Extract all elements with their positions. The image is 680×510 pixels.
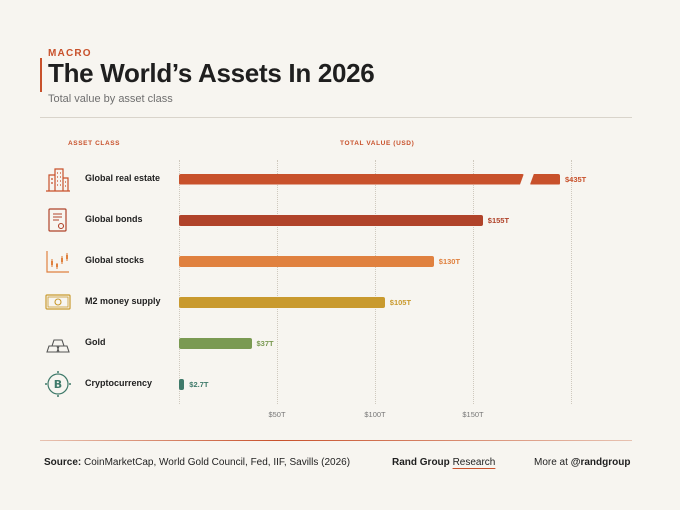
- category-label: Global stocks: [85, 255, 145, 265]
- category-label: Cryptocurrency: [85, 378, 153, 388]
- source-text: CoinMarketCap, World Gold Council, Fed, …: [84, 457, 351, 468]
- bar: [179, 296, 385, 308]
- gridline: [179, 160, 180, 404]
- category-label: Global real estate: [85, 173, 161, 183]
- asset-class-header: ASSET CLASS: [68, 140, 121, 147]
- gridline: [277, 160, 278, 404]
- stock-chart-icon: [44, 247, 72, 275]
- title-accent-bar: [40, 58, 42, 92]
- bar-value-label: $37T: [256, 338, 274, 348]
- banknote-icon: [44, 288, 72, 316]
- bitcoin-icon: B: [44, 370, 72, 398]
- category-label: M2 money supply: [85, 296, 161, 306]
- category-label: Gold: [85, 337, 106, 347]
- social-handle[interactable]: @randgroup: [570, 457, 631, 468]
- more-link[interactable]: More at @randgroup: [534, 457, 630, 468]
- bar: [179, 255, 434, 267]
- footer-divider: [40, 440, 632, 441]
- section-kicker: MACRO: [48, 48, 92, 59]
- x-tick-label: $50T: [268, 410, 286, 419]
- source-note: Source: CoinMarketCap, World Gold Counci…: [44, 457, 350, 468]
- svg-text:B: B: [54, 378, 62, 391]
- brand-name: Rand Group: [392, 457, 450, 468]
- bond-certificate-icon: [44, 206, 72, 234]
- bar-value-label: $435T: [565, 174, 587, 184]
- bar-value-label: $130T: [438, 256, 461, 266]
- brand-research: Research: [452, 457, 496, 468]
- category-label: Global bonds: [85, 214, 143, 224]
- header-divider: [40, 117, 632, 118]
- bar: [179, 214, 483, 226]
- brand-mark: Rand Group Research: [392, 457, 495, 468]
- more-text: More at: [534, 457, 568, 468]
- buildings-icon: [44, 165, 72, 193]
- bar: [179, 174, 524, 185]
- total-value-header: TOTAL VALUE (USD): [340, 140, 415, 147]
- chart-subtitle: Total value by asset class: [48, 93, 173, 105]
- bar: [179, 337, 252, 349]
- bar: [179, 378, 185, 390]
- gold-bars-icon: [44, 329, 72, 357]
- source-label: Source:: [44, 457, 82, 468]
- gridline: [571, 160, 572, 404]
- x-tick-label: $100T: [364, 410, 386, 419]
- bar-value-label: $2.7T: [189, 379, 209, 389]
- x-tick-label: $150T: [462, 410, 484, 419]
- bar-value-label: $155T: [487, 215, 510, 225]
- gridline: [473, 160, 474, 404]
- bar-broken-segment: [530, 173, 560, 185]
- bar-value-label: $105T: [389, 297, 412, 307]
- chart-title: The World’s Assets In 2026: [48, 58, 375, 88]
- gridline: [375, 160, 376, 404]
